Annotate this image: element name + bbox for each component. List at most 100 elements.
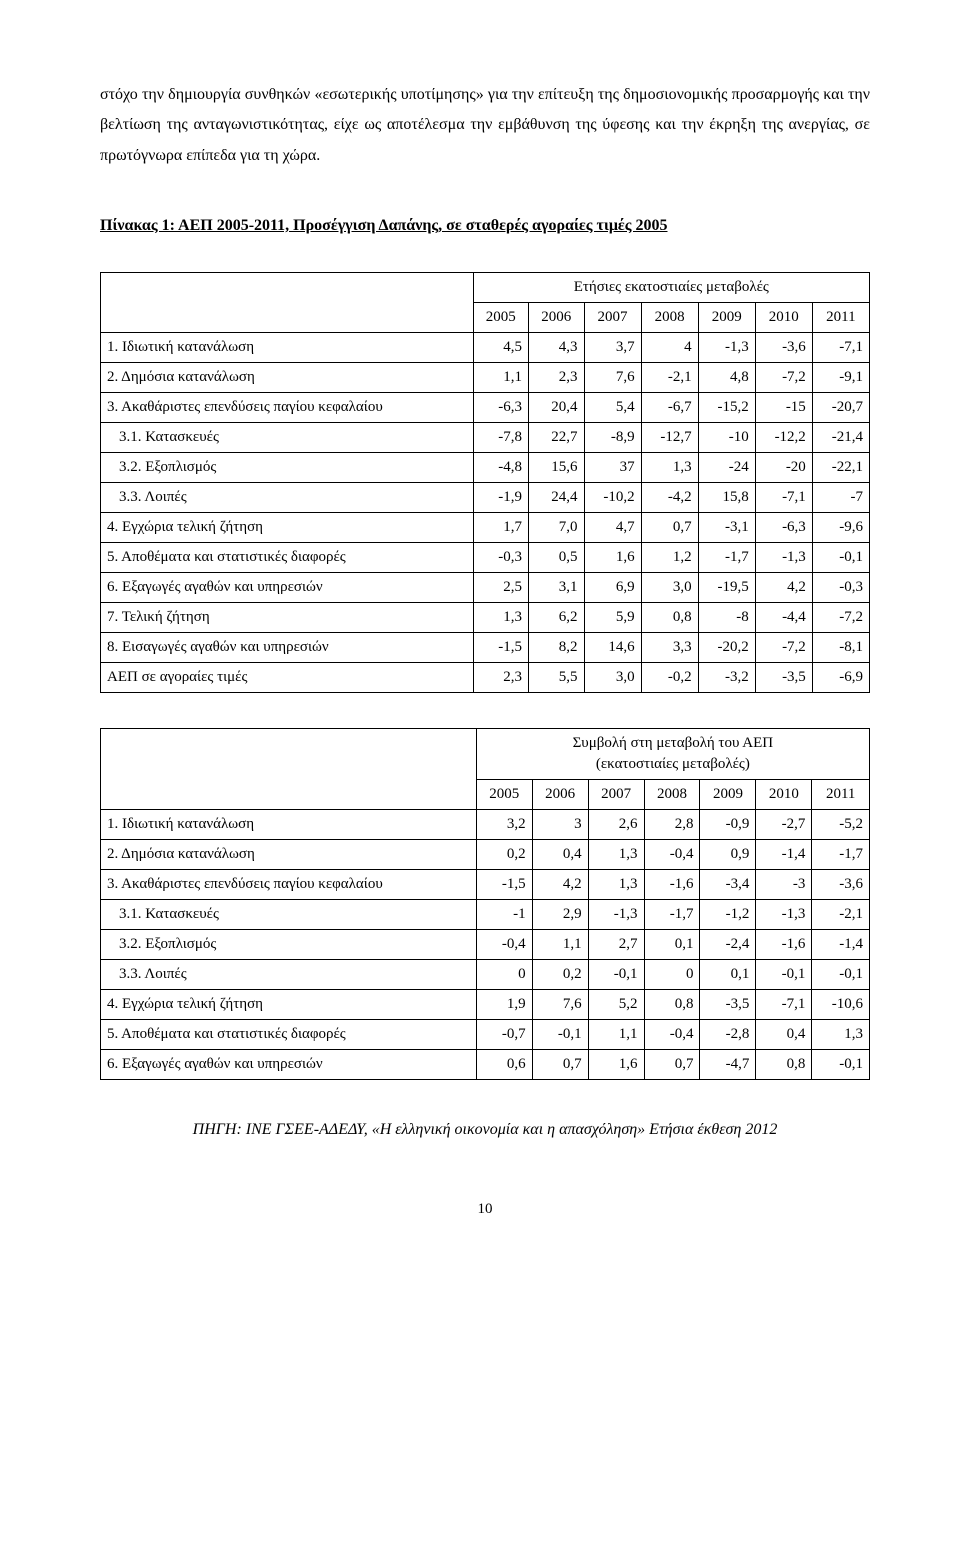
t1-y0: 2005	[473, 302, 528, 332]
table2-cell: -1,7	[644, 899, 700, 929]
table2-cell: -0,1	[588, 959, 644, 989]
table2-cell: -1,3	[756, 899, 812, 929]
table1-cell: 1,3	[473, 602, 528, 632]
table2-cell: 2,8	[644, 809, 700, 839]
table1-cell: 3,0	[584, 662, 641, 692]
table2-cell: -0,4	[644, 839, 700, 869]
table1-cell: 1,6	[584, 542, 641, 572]
t1-y6: 2011	[812, 302, 869, 332]
table1-cell: 20,4	[529, 392, 584, 422]
table2-row-label: 3.1. Κατασκευές	[101, 899, 477, 929]
table1-cell: -6,3	[473, 392, 528, 422]
table1-cell: -24	[698, 452, 755, 482]
table2-cell: -3	[756, 869, 812, 899]
table1-cell: -12,2	[755, 422, 812, 452]
table2-cell: 4,2	[532, 869, 588, 899]
table2-cell: -0,7	[476, 1019, 532, 1049]
table2-cell: -5,2	[812, 809, 870, 839]
table2-cell: 1,3	[588, 839, 644, 869]
table1-row-label: 3.1. Κατασκευές	[101, 422, 474, 452]
table1-cell: 4,8	[698, 362, 755, 392]
table1-row-label: 7. Τελική ζήτηση	[101, 602, 474, 632]
table1-cell: -4,2	[641, 482, 698, 512]
table1-cell: -7	[812, 482, 869, 512]
table-row: 5. Αποθέματα και στατιστικές διαφορές-0,…	[101, 542, 870, 572]
table2-cell: 2,6	[588, 809, 644, 839]
table2-cell: 0	[644, 959, 700, 989]
table2-cell: 0,8	[644, 989, 700, 1019]
table1-cell: -0,3	[812, 572, 869, 602]
table2-cell: -2,7	[756, 809, 812, 839]
table-row: 5. Αποθέματα και στατιστικές διαφορές-0,…	[101, 1019, 870, 1049]
table-row: 2. Δημόσια κατανάλωση1,12,37,6-2,14,8-7,…	[101, 362, 870, 392]
table1-cell: -6,9	[812, 662, 869, 692]
t2-y6: 2011	[812, 779, 870, 809]
table1-cell: 15,6	[529, 452, 584, 482]
table1-cell: -0,3	[473, 542, 528, 572]
table1-row-label: 6. Εξαγωγές αγαθών και υπηρεσιών	[101, 572, 474, 602]
t1-y3: 2008	[641, 302, 698, 332]
table2-row-label: 2. Δημόσια κατανάλωση	[101, 839, 477, 869]
table-row: 4. Εγχώρια τελική ζήτηση1,97,65,20,8-3,5…	[101, 989, 870, 1019]
table1-cell: -7,8	[473, 422, 528, 452]
table-row: 1. Ιδιωτική κατανάλωση3,232,62,8-0,9-2,7…	[101, 809, 870, 839]
table1-cell: 0,8	[641, 602, 698, 632]
table1-cell: 37	[584, 452, 641, 482]
table1-cell: 5,4	[584, 392, 641, 422]
t1-y5: 2010	[755, 302, 812, 332]
table1-cell: 3,1	[529, 572, 584, 602]
table2-cell: -0,1	[756, 959, 812, 989]
table1-cell: 3,0	[641, 572, 698, 602]
table1-row-label: 2. Δημόσια κατανάλωση	[101, 362, 474, 392]
table1-cell: -7,1	[755, 482, 812, 512]
table2-cell: -3,4	[700, 869, 756, 899]
table2-cell: 0,4	[756, 1019, 812, 1049]
table1-cell: -10	[698, 422, 755, 452]
table1-cell: -7,2	[755, 362, 812, 392]
table1-cell: -9,6	[812, 512, 869, 542]
table2-cell: 0,6	[476, 1049, 532, 1079]
table1-cell: -3,1	[698, 512, 755, 542]
table2-cell: -2,8	[700, 1019, 756, 1049]
table-row: 6. Εξαγωγές αγαθών και υπηρεσιών2,53,16,…	[101, 572, 870, 602]
table-row: 3.1. Κατασκευές-12,9-1,3-1,7-1,2-1,3-2,1	[101, 899, 870, 929]
table1-cell: 1,1	[473, 362, 528, 392]
table-1: Ετήσιες εκατοστιαίες μεταβολές 2005 2006…	[100, 272, 870, 693]
table2-cell: -1	[476, 899, 532, 929]
table-2: Συμβολή στη μεταβολή του ΑΕΠ (εκατοστιαί…	[100, 728, 870, 1080]
table2-row-label: 3.2. Εξοπλισμός	[101, 929, 477, 959]
table2-cell: 1,9	[476, 989, 532, 1019]
table1-cell: -6,3	[755, 512, 812, 542]
table1-cell: 8,2	[529, 632, 584, 662]
table1-cell: 1,3	[641, 452, 698, 482]
table2-row-label: 3. Ακαθάριστες επενδύσεις παγίου κεφαλαί…	[101, 869, 477, 899]
table-row: 3. Ακαθάριστες επενδύσεις παγίου κεφαλαί…	[101, 869, 870, 899]
t1-span-header: Ετήσιες εκατοστιαίες μεταβολές	[473, 272, 869, 302]
table2-cell: 3,2	[476, 809, 532, 839]
table-row: 8. Εισαγωγές αγαθών και υπηρεσιών-1,58,2…	[101, 632, 870, 662]
table2-cell: 0,9	[700, 839, 756, 869]
table1-cell: -1,3	[755, 542, 812, 572]
table-row: 4. Εγχώρια τελική ζήτηση1,77,04,70,7-3,1…	[101, 512, 870, 542]
table2-cell: 3	[532, 809, 588, 839]
table1-cell: 0,5	[529, 542, 584, 572]
table2-cell: -2,1	[812, 899, 870, 929]
table2-cell: -0,4	[644, 1019, 700, 1049]
table1-row-label: 3. Ακαθάριστες επενδύσεις παγίου κεφαλαί…	[101, 392, 474, 422]
t2-y4: 2009	[700, 779, 756, 809]
t2-corner	[101, 728, 477, 809]
table1-row-label: 5. Αποθέματα και στατιστικές διαφορές	[101, 542, 474, 572]
t2-y1: 2006	[532, 779, 588, 809]
table2-cell: 2,9	[532, 899, 588, 929]
table1-cell: 2,5	[473, 572, 528, 602]
table1-row-label: 1. Ιδιωτική κατανάλωση	[101, 332, 474, 362]
table2-row-label: 1. Ιδιωτική κατανάλωση	[101, 809, 477, 839]
table1-cell: -22,1	[812, 452, 869, 482]
t2-y5: 2010	[756, 779, 812, 809]
table2-cell: 1,3	[812, 1019, 870, 1049]
table1-cell: -0,2	[641, 662, 698, 692]
table2-cell: -0,1	[532, 1019, 588, 1049]
table2-row-label: 3.3. Λοιπές	[101, 959, 477, 989]
table2-cell: 1,1	[532, 929, 588, 959]
table1-cell: -20,7	[812, 392, 869, 422]
